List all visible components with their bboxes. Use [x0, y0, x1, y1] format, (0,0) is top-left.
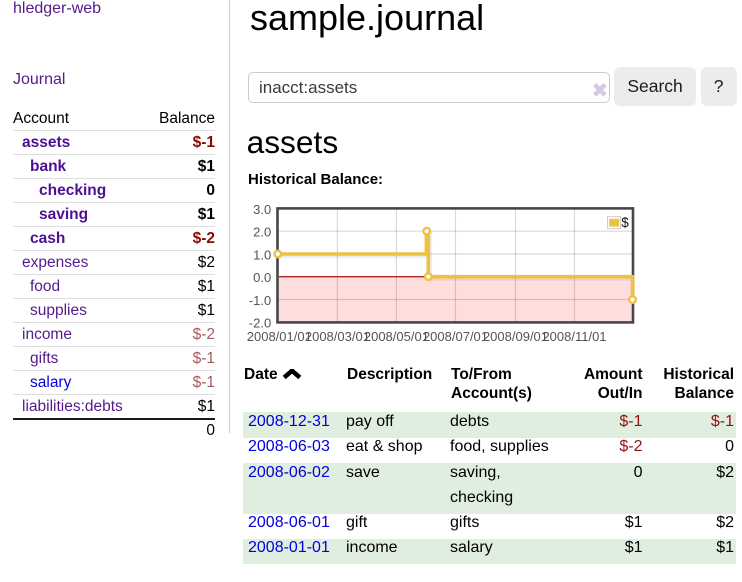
svg-text:2.0: 2.0: [253, 225, 271, 240]
svg-text:-1.0: -1.0: [249, 293, 271, 308]
svg-text:2008/03/01: 2008/03/01: [305, 329, 370, 344]
svg-text:1.0: 1.0: [253, 247, 271, 262]
svg-text:2008/11/01: 2008/11/01: [542, 329, 606, 344]
svg-text:3.0: 3.0: [253, 202, 271, 217]
svg-text:2008/07/01: 2008/07/01: [423, 329, 488, 344]
svg-text:2008/09/01: 2008/09/01: [483, 329, 548, 344]
svg-text:2008/01/01: 2008/01/01: [247, 329, 312, 344]
svg-text:-2.0: -2.0: [249, 316, 271, 331]
svg-text:0.0: 0.0: [253, 270, 271, 285]
svg-text:2008/05/01: 2008/05/01: [364, 329, 429, 344]
svg-text:$: $: [621, 215, 629, 230]
